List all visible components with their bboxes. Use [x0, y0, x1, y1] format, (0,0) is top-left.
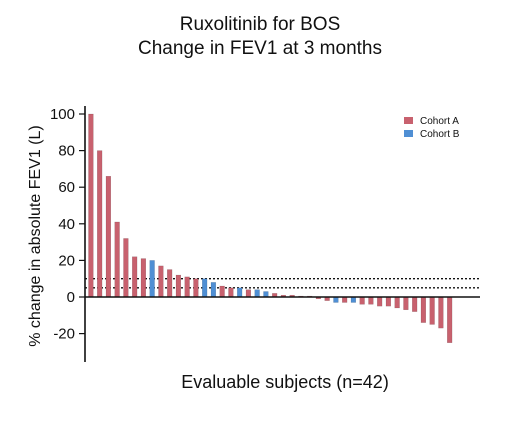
- y-tick-label: -20: [53, 326, 75, 343]
- bar: [237, 287, 243, 298]
- bar: [228, 287, 234, 298]
- bar: [438, 296, 444, 329]
- bar: [412, 296, 418, 312]
- bar: [385, 296, 392, 307]
- bar: [447, 296, 453, 343]
- bar: [394, 296, 400, 309]
- y-ticks-group: 100 80 60 40 20 0 -20: [50, 106, 85, 343]
- bar: [403, 296, 409, 311]
- bar: [333, 296, 339, 303]
- bar: [158, 265, 164, 298]
- axes-group: [84, 106, 480, 362]
- y-axis-label: % change in absolute FEV1 (L): [27, 125, 44, 346]
- bar: [429, 296, 435, 325]
- bar: [359, 296, 365, 305]
- legend-swatch-cohort-b: [404, 130, 413, 137]
- bar: [123, 238, 129, 298]
- legend: Cohort A Cohort B: [404, 116, 460, 140]
- y-tick-label: 0: [67, 289, 75, 306]
- bars-group: [88, 113, 453, 343]
- bar: [97, 150, 103, 298]
- bar: [193, 278, 199, 298]
- y-tick-label: 100: [50, 106, 75, 123]
- bar: [149, 260, 155, 298]
- chart-title: Ruxolitinib for BOS: [179, 14, 341, 35]
- bar: [202, 278, 208, 298]
- x-axis-label: Evaluable subjects (n=42): [181, 372, 389, 392]
- bar: [132, 256, 138, 298]
- bar: [105, 176, 112, 298]
- legend-label-cohort-a: Cohort A: [420, 116, 459, 127]
- bar: [114, 221, 120, 298]
- bar: [368, 296, 374, 305]
- bar: [88, 113, 94, 298]
- bar: [210, 282, 217, 298]
- bar: [184, 276, 190, 298]
- legend-label-cohort-b: Cohort B: [420, 129, 460, 140]
- y-tick-label: 60: [58, 179, 75, 196]
- bar: [254, 289, 260, 298]
- chart-subtitle: Change in FEV1 at 3 months: [138, 38, 382, 59]
- y-tick-label: 80: [58, 143, 75, 160]
- legend-swatch-cohort-a: [404, 117, 413, 124]
- bar: [350, 296, 357, 303]
- y-tick-label: 40: [58, 216, 75, 233]
- y-tick-label: 20: [58, 252, 75, 269]
- bar: [175, 274, 182, 298]
- bar: [420, 296, 427, 323]
- bar: [140, 258, 147, 298]
- bar: [219, 285, 225, 298]
- bar: [167, 269, 173, 298]
- bar: [263, 291, 269, 298]
- bar: [342, 296, 348, 303]
- bar: [377, 296, 383, 307]
- bar: [245, 289, 252, 298]
